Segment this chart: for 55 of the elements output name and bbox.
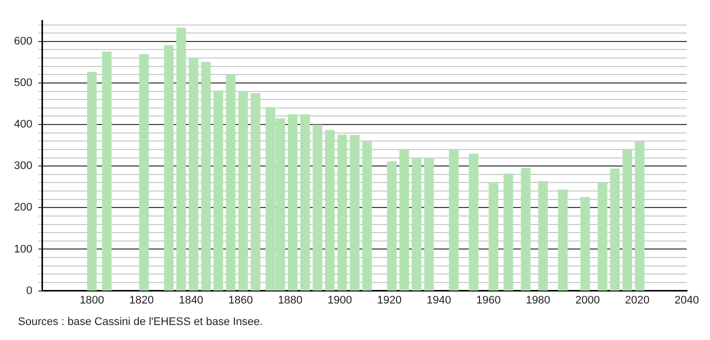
bar — [598, 182, 608, 291]
bar — [201, 62, 211, 291]
x-tick-label: 2020 — [624, 294, 650, 306]
x-tick-label: 1920 — [377, 294, 402, 306]
x-tick-label: 1820 — [129, 294, 154, 306]
y-tick-label: 0 — [26, 284, 32, 297]
bar — [399, 150, 410, 291]
x-tick-label: 1980 — [526, 294, 550, 306]
x-tick-label: 1900 — [328, 294, 352, 306]
x-tick-label: 2040 — [674, 294, 700, 306]
x-tick-label: 1880 — [278, 294, 302, 306]
bar — [213, 90, 224, 291]
bar — [87, 72, 97, 291]
bar — [250, 93, 260, 291]
bar — [350, 135, 360, 291]
bar — [468, 154, 478, 291]
bar — [164, 45, 174, 291]
bar — [488, 182, 498, 291]
x-tick-label: 1840 — [178, 294, 204, 306]
bar — [362, 142, 372, 291]
x-tick-label: 1800 — [80, 294, 104, 306]
bar — [412, 158, 422, 291]
bar — [337, 134, 348, 291]
y-tick-label: 200 — [14, 202, 32, 214]
source-note: Sources : base Cassini de l'EHESS et base Insee. — [18, 316, 264, 328]
bar — [503, 174, 514, 291]
y-tick-label: 600 — [14, 35, 32, 48]
bar — [424, 157, 434, 291]
y-tick-label: 500 — [14, 76, 32, 89]
bar — [634, 142, 645, 291]
bar — [188, 58, 198, 291]
x-tick-label: 1960 — [476, 294, 501, 306]
bar — [312, 124, 322, 291]
bar — [580, 196, 590, 291]
x-tick-label: 1940 — [426, 294, 452, 306]
bar — [448, 149, 459, 291]
bar — [102, 51, 112, 291]
bar — [288, 114, 298, 291]
bar — [238, 91, 248, 291]
bar — [538, 181, 548, 291]
bar — [610, 168, 620, 291]
bar — [558, 189, 568, 291]
x-tick-label: 1860 — [228, 294, 253, 306]
bar — [300, 114, 310, 291]
bar — [386, 161, 397, 291]
bar — [139, 54, 149, 291]
y-tick-label: 100 — [14, 243, 32, 256]
y-tick-label: 300 — [14, 160, 32, 172]
x-tick-label: 2000 — [575, 294, 600, 306]
y-tick-label: 400 — [14, 118, 32, 131]
bar — [226, 74, 236, 291]
bar — [325, 130, 335, 291]
bar — [622, 150, 632, 291]
bar — [176, 28, 186, 291]
bar — [520, 168, 530, 291]
